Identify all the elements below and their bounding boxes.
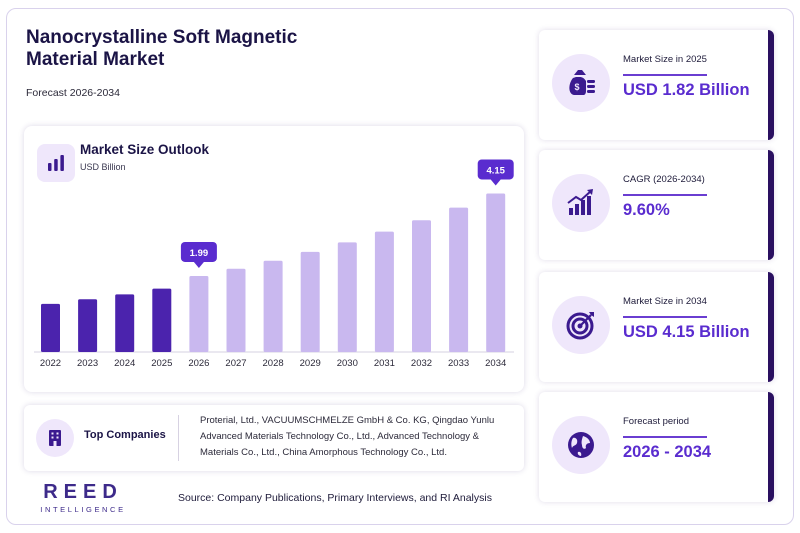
- callout-box: [180, 241, 217, 262]
- x-tick-label: 2030: [337, 358, 358, 369]
- bar-2033: [449, 207, 469, 352]
- bar-2024: [115, 294, 135, 352]
- x-tick-label: 2024: [114, 358, 135, 369]
- bar-2025: [152, 288, 172, 352]
- stat-label: Market Size in 2025: [623, 54, 707, 65]
- bar-2028: [263, 260, 283, 352]
- x-tick-label: 2032: [411, 358, 432, 369]
- page-title-line2: Material Market: [26, 49, 165, 70]
- companies-line: Materials Co., Ltd., China Amorphous Tec…: [200, 447, 447, 458]
- data-label: 4.15: [486, 165, 505, 176]
- stat-card-forecast-period: Forecast period 2026 - 2034: [539, 392, 774, 502]
- top-companies-card: Top Companies Proterial, Ltd., VACUUMSCH…: [24, 405, 524, 471]
- stat-rule: [623, 436, 707, 438]
- companies-list: Proterial, Ltd., VACUUMSCHMELZE GmbH & C…: [200, 413, 524, 461]
- logo-wordmark: REED: [43, 481, 123, 503]
- bar-2030: [337, 242, 357, 352]
- bar-2027: [226, 268, 246, 352]
- bar-2026: [189, 275, 209, 352]
- stat-card-cagr: CAGR (2026-2034) 9.60%: [539, 150, 774, 260]
- stat-label: CAGR (2026-2034): [623, 174, 705, 185]
- x-tick-label: 2028: [263, 358, 284, 369]
- x-tick-label: 2027: [225, 358, 246, 369]
- stat-rule: [623, 194, 707, 196]
- chart-title: Market Size Outlook: [80, 142, 210, 157]
- companies-line: Advanced Materials Technology Co., Ltd.,…: [200, 431, 480, 442]
- companies-line: Proterial, Ltd., VACUUMSCHMELZE GmbH & C…: [200, 415, 495, 426]
- callouts-layer: 1.99 4.15: [180, 159, 514, 268]
- svg-text:$: $: [574, 82, 579, 92]
- building-icon: [36, 419, 74, 457]
- data-label: 1.99: [190, 248, 209, 259]
- target-icon: [552, 296, 610, 354]
- callout-box: [477, 159, 514, 180]
- stat-card-market-size-2034: Market Size in 2034 USD 4.15 Billion: [539, 272, 774, 382]
- page-title-line1: Nanocrystalline Soft Magnetic: [26, 27, 298, 48]
- x-tick-label: 2033: [448, 358, 469, 369]
- stat-card-market-size-2025: $ Market Size in 2025 USD 1.82 Billion: [539, 30, 774, 140]
- callout-pointer: [490, 179, 501, 186]
- reed-intelligence-logo: REED INTELLIGENCE: [38, 482, 128, 515]
- x-tick-label: 2025: [151, 358, 172, 369]
- x-tick-label: 2031: [374, 358, 395, 369]
- growth-chart-icon: [552, 174, 610, 232]
- bars-layer: [41, 193, 506, 352]
- x-tick-label: 2026: [188, 358, 209, 369]
- callout-2026: 1.99: [180, 241, 217, 268]
- x-tick-labels: 2022 2023 2024 2025 2026 2027 2028 2029 2030 2031…: [40, 358, 506, 369]
- x-tick-label: 2029: [300, 358, 321, 369]
- chart-card: Market Size Outlook USD Billion 2022 2023…: [24, 126, 524, 392]
- stat-label: Forecast period: [623, 416, 690, 427]
- stat-value: 9.60%: [623, 201, 670, 219]
- bar-chart-icon: [37, 144, 75, 182]
- chart-unit-label: USD Billion: [80, 162, 126, 172]
- x-tick-label: 2022: [40, 358, 61, 369]
- bar-2022: [41, 303, 60, 352]
- x-tick-label: 2034: [485, 358, 506, 369]
- bar-2029: [300, 251, 320, 352]
- stat-rule: [623, 74, 707, 76]
- bar-2023: [78, 299, 98, 352]
- money-bag-icon: $: [552, 54, 610, 112]
- stat-value: USD 1.82 Billion: [623, 81, 750, 99]
- bar-2032: [412, 220, 431, 352]
- globe-icon: [552, 416, 610, 474]
- bar-2034: [486, 193, 506, 352]
- top-companies-label: Top Companies: [84, 429, 166, 441]
- page-title: Nanocrystalline Soft Magnetic Material M…: [26, 27, 356, 71]
- stat-value: USD 4.15 Billion: [623, 323, 750, 341]
- stat-rule: [623, 316, 707, 318]
- x-tick-label: 2023: [77, 358, 98, 369]
- bar-chart: 2022 2023 2024 2025 2026 2027 2028 2029 2030 2031…: [34, 159, 514, 369]
- callout-pointer: [193, 261, 204, 268]
- page-subtitle: Forecast 2026-2034: [26, 87, 120, 99]
- stat-value: 2026 - 2034: [623, 443, 712, 461]
- callout-2034: 4.15: [477, 159, 514, 186]
- bar-2031: [374, 231, 394, 352]
- logo-subtext: INTELLIGENCE: [40, 505, 126, 514]
- source-note: Source: Company Publications, Primary In…: [178, 492, 492, 504]
- stat-label: Market Size in 2034: [623, 296, 707, 307]
- companies-divider: [178, 415, 179, 461]
